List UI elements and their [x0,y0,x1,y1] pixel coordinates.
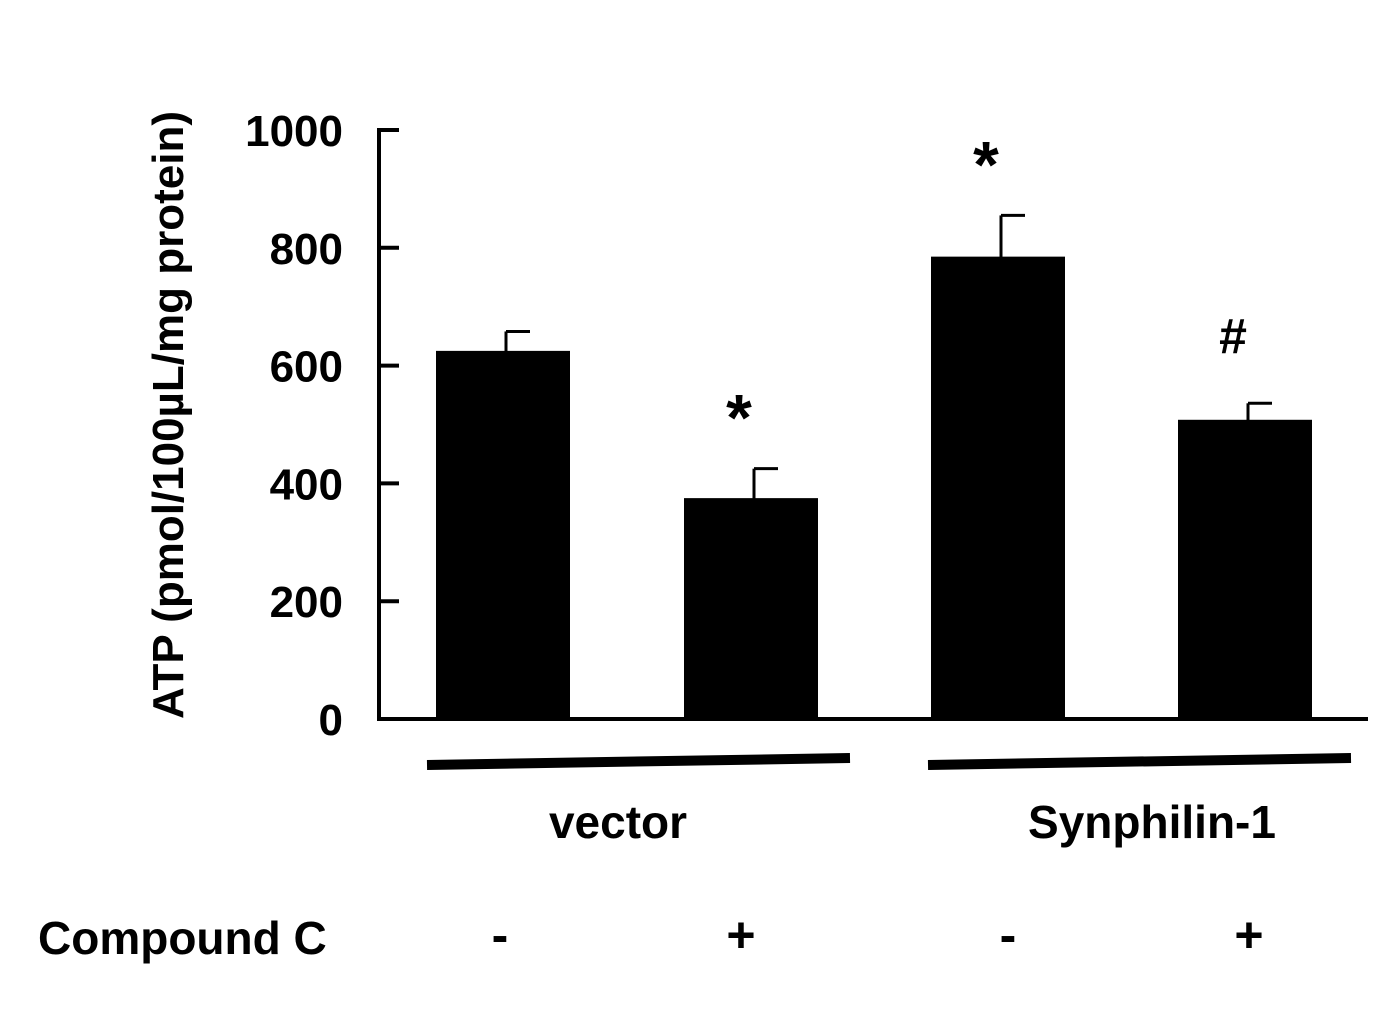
treatment-label: Compound C [38,912,327,964]
significance-mark: * [973,127,999,201]
bar [684,498,818,719]
bar [931,256,1065,719]
treatment-value-2: + [726,907,755,963]
bar [1178,419,1312,719]
y-tick-label: 600 [270,343,343,392]
group-label-synphilin-1: Synphilin-1 [1028,796,1276,848]
significance-mark: # [1219,308,1247,364]
group-label-vector: vector [549,796,687,848]
y-axis-ticks: 0 200 400 600 800 1000 [245,107,399,745]
y-tick-label: 0 [319,696,343,745]
y-tick-label: 1000 [245,107,343,156]
y-axis-label: ATP (pmol/100µL/mg protein) [144,111,193,719]
y-tick-label: 400 [270,460,343,509]
group-line-vector [426,753,851,770]
bars [436,256,1312,719]
group-line-synphilin-1 [927,753,1352,770]
significance-mark: * [726,381,752,455]
y-tick-label: 800 [270,225,343,274]
bar [436,350,570,719]
error-bars [504,213,1272,501]
y-tick-label: 200 [270,578,343,627]
significance-annotations: * * # [726,127,1247,454]
treatment-value-3: - [1000,907,1017,963]
treatment-value-4: + [1234,907,1263,963]
treatment-value-1: - [492,907,509,963]
